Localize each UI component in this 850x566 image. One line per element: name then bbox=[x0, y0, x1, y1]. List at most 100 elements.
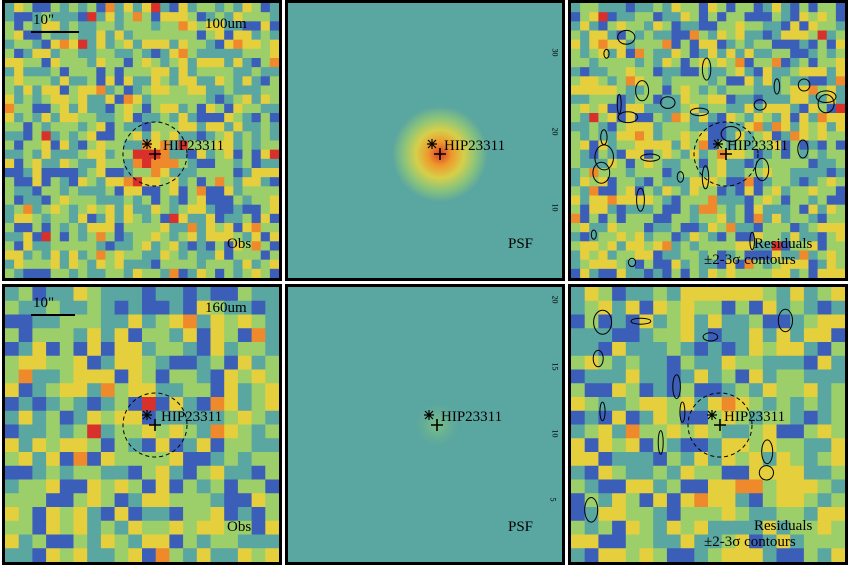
map-pixel bbox=[625, 94, 636, 105]
map-pixel bbox=[634, 39, 645, 50]
map-pixel bbox=[625, 3, 636, 13]
map-pixel bbox=[680, 342, 695, 357]
map-pixel bbox=[224, 342, 239, 357]
map-pixel bbox=[616, 85, 627, 96]
map-pixel bbox=[23, 94, 33, 105]
map-pixel bbox=[87, 3, 97, 13]
star-marker bbox=[427, 139, 437, 149]
map-pixel bbox=[584, 438, 599, 453]
map-pixel bbox=[196, 21, 207, 32]
map-pixel bbox=[205, 39, 216, 50]
map-pixel bbox=[790, 223, 800, 233]
contour bbox=[753, 99, 767, 111]
map-pixel bbox=[160, 140, 170, 151]
map-pixel bbox=[260, 39, 271, 50]
map-pixel bbox=[803, 397, 819, 412]
map-pixel bbox=[625, 149, 636, 160]
map-pixel bbox=[32, 452, 47, 467]
map-pixel bbox=[698, 195, 709, 206]
map-pixel bbox=[169, 39, 180, 50]
map-pixel bbox=[808, 67, 819, 77]
map-pixel bbox=[598, 232, 609, 242]
map-pixel bbox=[580, 259, 590, 270]
map-pixel bbox=[771, 30, 782, 41]
map-pixel bbox=[169, 300, 184, 316]
map-pixel bbox=[571, 232, 581, 242]
map-pixel bbox=[653, 3, 663, 13]
map-pixel bbox=[114, 397, 129, 412]
map-pixel bbox=[616, 58, 627, 68]
map-pixel bbox=[808, 195, 819, 206]
map-pixel bbox=[817, 241, 828, 252]
map-pixel bbox=[817, 21, 828, 32]
map-pixel bbox=[790, 342, 805, 357]
map-pixel bbox=[762, 103, 773, 114]
map-pixel bbox=[59, 410, 75, 426]
map-pixel bbox=[224, 30, 234, 41]
map-pixel bbox=[160, 58, 170, 68]
map-pixel bbox=[251, 186, 262, 197]
map-pixel bbox=[224, 94, 234, 105]
map-pixel bbox=[680, 410, 695, 426]
contour bbox=[797, 78, 811, 92]
map-pixel bbox=[625, 48, 636, 59]
map-pixel bbox=[598, 479, 613, 494]
map-pixel bbox=[233, 39, 244, 50]
map-pixel bbox=[762, 250, 773, 261]
map-pixel bbox=[790, 259, 800, 270]
contour bbox=[592, 161, 611, 184]
map-pixel bbox=[224, 223, 234, 233]
map-pixel bbox=[105, 67, 116, 77]
map-pixel bbox=[616, 39, 627, 50]
map-pixel bbox=[73, 479, 88, 494]
map-pixel bbox=[612, 383, 627, 398]
map-pixel bbox=[233, 168, 244, 178]
map-pixel bbox=[762, 410, 778, 426]
map-pixel bbox=[50, 268, 61, 278]
map-pixel bbox=[653, 76, 663, 87]
map-pixel bbox=[644, 3, 654, 13]
map-pixel bbox=[50, 39, 61, 50]
map-pixel bbox=[680, 12, 691, 22]
map-pixel bbox=[96, 103, 107, 114]
map-pixel bbox=[142, 241, 152, 252]
map-pixel bbox=[128, 314, 143, 329]
map-pixel bbox=[114, 493, 129, 508]
map-pixel bbox=[698, 113, 709, 123]
map-pixel bbox=[717, 223, 727, 233]
map-pixel bbox=[224, 149, 234, 160]
contour bbox=[660, 96, 676, 109]
map-pixel bbox=[708, 158, 718, 169]
map-pixel bbox=[744, 39, 755, 50]
map-pixel bbox=[114, 140, 125, 151]
map-pixel bbox=[589, 48, 599, 59]
map-pixel bbox=[625, 85, 636, 96]
map-pixel bbox=[18, 479, 33, 494]
map-pixel bbox=[205, 30, 216, 41]
map-pixel bbox=[653, 355, 668, 371]
map-pixel bbox=[639, 342, 654, 357]
map-pixel bbox=[160, 168, 170, 178]
map-pixel bbox=[721, 342, 736, 357]
map-pixel bbox=[123, 122, 134, 132]
map-pixel bbox=[744, 113, 755, 123]
map-pixel bbox=[41, 113, 52, 123]
map-pixel bbox=[233, 149, 244, 160]
map-pixel bbox=[698, 223, 709, 233]
map-pixel bbox=[607, 131, 618, 142]
map-pixel bbox=[589, 195, 599, 206]
map-pixel bbox=[183, 479, 198, 494]
map-pixel bbox=[639, 328, 654, 343]
map-pixel bbox=[183, 493, 198, 508]
map-pixel bbox=[790, 410, 805, 426]
map-pixel bbox=[817, 58, 828, 68]
map-pixel bbox=[598, 300, 613, 316]
map-pixel bbox=[644, 131, 654, 142]
map-pixel bbox=[78, 21, 88, 32]
map-pixel bbox=[132, 85, 143, 96]
psf-label: PSF bbox=[508, 519, 534, 535]
map-pixel bbox=[776, 287, 791, 302]
map-pixel bbox=[753, 122, 764, 132]
map-pixel bbox=[196, 94, 207, 105]
map-pixel bbox=[196, 12, 207, 22]
